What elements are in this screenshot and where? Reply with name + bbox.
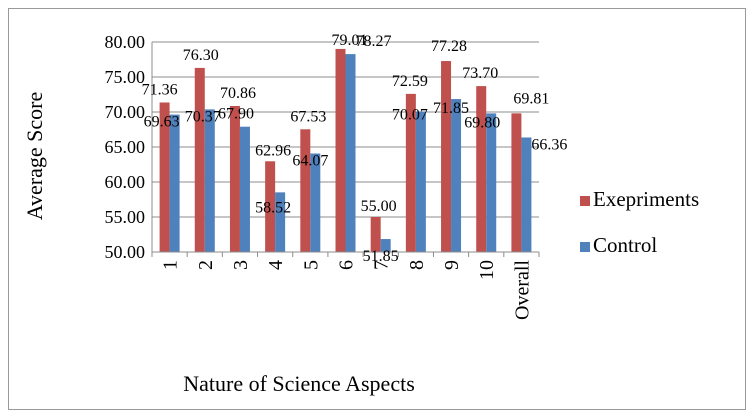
bar-control-8 <box>415 111 426 252</box>
y-tick-label: 55.00 <box>105 207 146 227</box>
data-label-experiments-4: 62.96 <box>255 142 291 159</box>
data-label-experiments-7: 55.00 <box>361 198 397 215</box>
bar-control-Overall <box>521 137 532 252</box>
bar-experiments-1 <box>159 102 170 252</box>
bar-experiments-Overall <box>511 113 522 252</box>
x-tick-label: 3 <box>230 260 252 270</box>
bar-experiments-4 <box>265 161 276 252</box>
data-label-experiments-2: 76.30 <box>183 47 219 64</box>
bar-control-5 <box>310 153 321 252</box>
bar-experiments-6 <box>335 48 346 253</box>
x-tick-label: 9 <box>441 260 463 270</box>
bar-experiments-5 <box>300 129 311 252</box>
bar-control-6 <box>345 54 356 252</box>
y-tick-label: 65.00 <box>105 137 146 157</box>
bar-control-4 <box>275 192 286 252</box>
x-tick-label: Overall <box>511 260 533 320</box>
y-tick-label: 70.00 <box>105 102 146 122</box>
y-tick-label: 50.00 <box>105 242 146 262</box>
data-label-control-Overall: 66.36 <box>531 136 567 153</box>
data-label-control-7: 51.85 <box>363 248 399 265</box>
data-label-experiments-6: 79.01 <box>332 32 368 49</box>
bar-experiments-2 <box>194 67 205 253</box>
data-label-control-8: 70.07 <box>392 107 428 124</box>
x-tick-label: 4 <box>265 260 287 270</box>
x-tick-label: 10 <box>476 260 498 280</box>
data-label-control-2: 70.37 <box>185 108 221 125</box>
x-tick-label: 1 <box>160 260 182 270</box>
bar-control-7 <box>380 239 391 252</box>
x-tick-label: 6 <box>336 260 358 270</box>
bar-experiments-8 <box>405 93 416 253</box>
data-label-control-3: 67.90 <box>218 106 254 123</box>
legend: Exepriments Control <box>580 187 699 257</box>
data-label-experiments-10: 73.70 <box>462 65 498 82</box>
legend-swatch-control <box>580 242 590 252</box>
data-label-control-5: 64.07 <box>292 153 328 170</box>
data-label-experiments-3: 70.86 <box>220 85 256 102</box>
bar-experiments-10 <box>476 86 487 252</box>
data-label-control-1: 69.63 <box>144 114 180 131</box>
chart-frame: 50.00 55.00 60.00 65.00 70.00 75.00 80.00 1 2 3 4 5… <box>8 8 746 410</box>
bars <box>159 48 532 253</box>
y-tick-label: 60.00 <box>105 172 146 192</box>
bar-control-1 <box>169 114 180 252</box>
bar-control-9 <box>451 99 462 252</box>
x-tick-label: 5 <box>300 260 322 270</box>
data-label-control-9: 71.85 <box>433 100 469 117</box>
x-tick-label: 8 <box>406 260 428 270</box>
bar-experiments-7 <box>370 217 381 252</box>
data-label-control-4: 58.52 <box>255 199 291 216</box>
y-axis-title: Average Score <box>22 92 47 220</box>
data-label-control-6: 78.27 <box>356 33 392 50</box>
bar-control-2 <box>204 109 215 252</box>
data-label-control-10: 69.80 <box>464 114 500 131</box>
x-tick-label: 2 <box>195 260 217 270</box>
bar-chart: 50.00 55.00 60.00 65.00 70.00 75.00 80.00 1 2 3 4 5… <box>22 32 699 396</box>
x-tick-label: 7 <box>371 260 393 270</box>
legend-label-experiments: Exepriments <box>593 187 699 211</box>
bar-control-10 <box>486 113 497 253</box>
y-tick-label: 80.00 <box>105 32 146 52</box>
legend-swatch-experiments <box>580 196 590 206</box>
bar-control-3 <box>239 126 250 252</box>
y-tick-label: 75.00 <box>105 67 146 87</box>
data-label-experiments-5: 67.53 <box>290 108 326 125</box>
data-label-experiments-9: 77.28 <box>431 38 467 55</box>
legend-label-control: Control <box>593 233 657 257</box>
data-labels: 71.36 69.63 76.30 70.37 70.86 67.90 62.96 58.52… <box>142 32 568 265</box>
data-label-experiments-8: 72.59 <box>392 73 428 90</box>
axes: 50.00 55.00 60.00 65.00 70.00 75.00 80.00 1 2 3 4 5… <box>105 32 540 320</box>
data-label-experiments-1: 71.36 <box>142 81 178 98</box>
bar-experiments-3 <box>229 105 240 252</box>
data-label-experiments-Overall: 69.81 <box>513 90 549 107</box>
bar-experiments-9 <box>441 61 452 252</box>
x-axis-title: Nature of Science Aspects <box>183 371 415 396</box>
